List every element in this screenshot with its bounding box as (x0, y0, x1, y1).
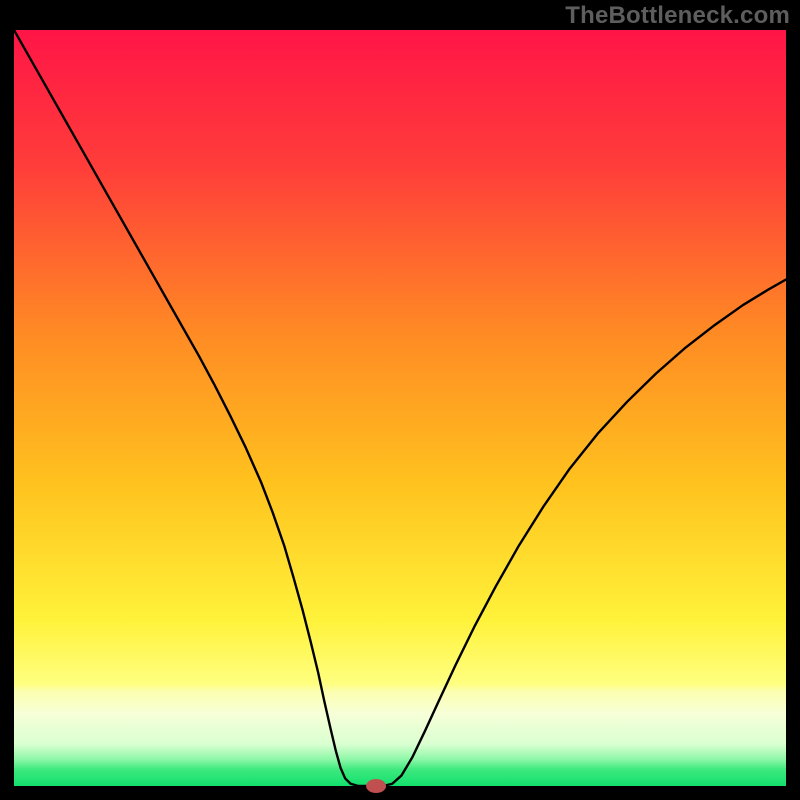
bottleneck-chart (0, 0, 800, 800)
watermark-text: TheBottleneck.com (565, 2, 790, 30)
plot-background (14, 30, 786, 786)
optimal-point-marker (366, 779, 386, 793)
